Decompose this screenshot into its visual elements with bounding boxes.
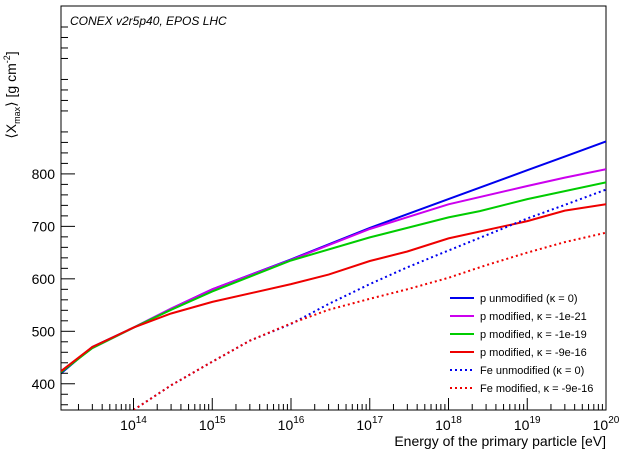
- x-axis-label: Energy of the primary particle [eV]: [394, 433, 606, 449]
- legend-label: p modified, κ = -1e-19: [480, 329, 587, 341]
- x-tick-label: 1019: [514, 415, 541, 433]
- y-tick-label: 600: [32, 271, 56, 287]
- y-tick-label: 400: [32, 376, 56, 392]
- legend-label: p modified, κ = -1e-21: [480, 311, 587, 323]
- y-axis-label: ⟨Xmax⟩ [g cm-2]: [2, 51, 22, 138]
- x-tick-label: 1016: [278, 415, 305, 433]
- series-line-6: [132, 231, 606, 410]
- legend-label: Fe modified, κ = -9e-16: [480, 383, 593, 395]
- series-line-3: [61, 181, 606, 373]
- plot-frame: [60, 5, 607, 411]
- x-tick-label: 1020: [593, 415, 619, 433]
- chart-annotation: CONEX v2r5p40, EPOS LHC: [70, 14, 227, 28]
- series-line-4: [61, 203, 606, 372]
- series-layer: [61, 140, 606, 410]
- y-tick-label: 700: [32, 218, 56, 234]
- y-axis-label-group: ⟨Xmax⟩ [g cm-2]: [2, 51, 22, 138]
- x-tick-label: 1015: [199, 415, 226, 433]
- legend: p unmodified (κ = 0) p modified, κ = -1e-…: [450, 293, 593, 395]
- x-tick-label: 1014: [120, 415, 147, 433]
- y-tick-label: 800: [32, 166, 56, 182]
- legend-label: p unmodified (κ = 0): [480, 293, 578, 305]
- axis-layer: 1014 1015 1016 1017 1018 1019 1020 400 500 600 700…: [32, 26, 619, 433]
- x-tick-label: 1018: [435, 415, 462, 433]
- y-tick-label: 500: [32, 323, 56, 339]
- legend-label: Fe unmodified (κ = 0): [480, 365, 584, 377]
- legend-label: p modified, κ = -9e-16: [480, 347, 587, 359]
- x-tick-label: 1017: [356, 415, 383, 433]
